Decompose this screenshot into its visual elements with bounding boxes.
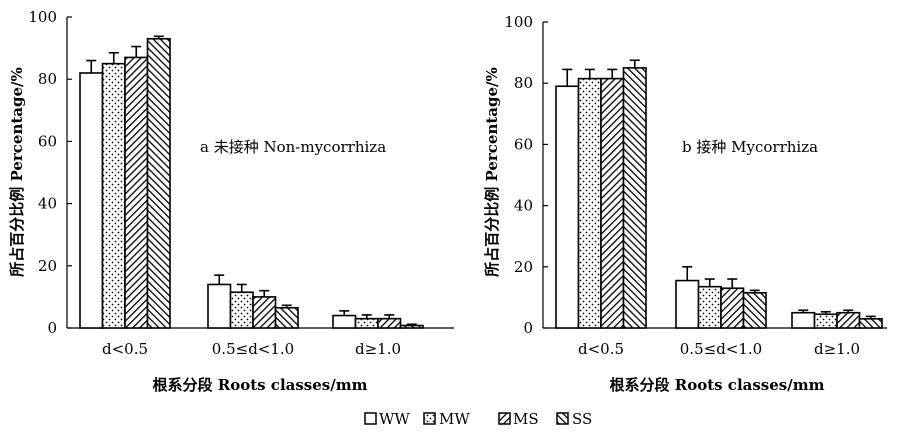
x-tick-label: d≥1.0 — [814, 340, 860, 358]
y-tick-label: 100 — [28, 8, 57, 26]
bar-ss — [858, 318, 883, 329]
legend-swatch-ss — [556, 412, 569, 425]
y-tick-label: 80 — [514, 74, 533, 92]
bars — [79, 35, 424, 329]
y-tick-label: 60 — [38, 132, 57, 150]
chart-title: a 未接种 Non-mycorrhiza — [200, 138, 386, 156]
legend: WW MW MS SS — [364, 410, 592, 428]
bar-ww — [332, 314, 357, 329]
y-ticks: 0 20 40 60 80 100 — [28, 8, 72, 337]
x-tick-label: d<0.5 — [102, 340, 148, 358]
x-tick-label: d≥1.0 — [355, 340, 401, 358]
bar-ss — [274, 306, 299, 329]
bar-ms — [600, 77, 625, 329]
y-tick-label: 80 — [38, 70, 57, 88]
legend-item-ss: SS — [556, 410, 592, 428]
x-tick-labels: d<0.5 0.5≤d<1.0 d≥1.0 — [102, 340, 401, 358]
bar-ww — [675, 279, 700, 329]
bar-mw — [577, 77, 602, 329]
y-tick-label: 0 — [47, 319, 57, 337]
bar-ww — [555, 85, 580, 329]
bar-mw — [354, 317, 379, 329]
bar-mw — [813, 313, 838, 329]
bar-ss — [399, 324, 424, 329]
legend-label-ms: MS — [513, 410, 539, 428]
bar-mw — [101, 62, 126, 329]
bar-ms — [124, 56, 149, 329]
legend-label-mw: MW — [439, 410, 470, 428]
bar-ww — [207, 283, 232, 329]
bar-ww — [791, 311, 816, 329]
bar-ss — [742, 292, 767, 329]
y-tick-label: 20 — [38, 257, 57, 275]
legend-swatch-ww — [364, 412, 377, 425]
y-tick-label: 20 — [514, 258, 533, 276]
x-tick-labels: d<0.5 0.5≤d<1.0 d≥1.0 — [578, 340, 860, 358]
legend-item-ms: MS — [498, 410, 539, 428]
bar-mw — [697, 285, 722, 329]
y-tick-label: 40 — [38, 195, 57, 213]
bar-ww — [79, 72, 104, 329]
bar-ms — [252, 296, 277, 329]
y-axis-label: 所占百分比例 Percentage/% — [8, 67, 26, 277]
bar-ss — [146, 37, 171, 329]
bar-mw — [229, 291, 254, 329]
y-tick-label: 100 — [504, 13, 533, 31]
bar-ms — [377, 317, 402, 329]
legend-swatch-mw — [423, 412, 436, 425]
legend-item-ww: WW — [364, 410, 410, 428]
y-ticks: 0 20 40 60 80 100 — [504, 13, 548, 337]
bar-ss — [622, 67, 647, 329]
legend-label-ss: SS — [572, 410, 592, 428]
chart-title: b 接种 Mycorrhiza — [682, 138, 818, 156]
y-tick-label: 40 — [514, 197, 533, 215]
bar-ms — [836, 311, 861, 329]
x-axis-label: 根系分段 Roots classes/mm — [153, 376, 368, 394]
bar-ms — [720, 287, 745, 329]
chart-panel-b: 0 20 40 60 80 100 d<0.5 0.5≤d<1.0 d≥1.0 b 接种 My… — [483, 13, 887, 394]
x-tick-label: 0.5≤d<1.0 — [680, 340, 762, 358]
legend-label-ww: WW — [379, 410, 410, 428]
legend-swatch-ms — [498, 412, 511, 425]
y-tick-label: 60 — [514, 135, 533, 153]
x-axis-label: 根系分段 Roots classes/mm — [610, 376, 825, 394]
legend-item-mw: MW — [423, 410, 470, 428]
x-tick-label: d<0.5 — [578, 340, 624, 358]
y-axis-label: 所占百分比例 Percentage/% — [483, 67, 501, 277]
bars — [555, 59, 883, 329]
x-tick-label: 0.5≤d<1.0 — [212, 340, 294, 358]
chart-panel-a: 0 20 40 60 80 100 d<0.5 0.5≤d<1.0 d≥1.0 a 未接种 N… — [8, 8, 454, 394]
y-tick-label: 0 — [523, 319, 533, 337]
